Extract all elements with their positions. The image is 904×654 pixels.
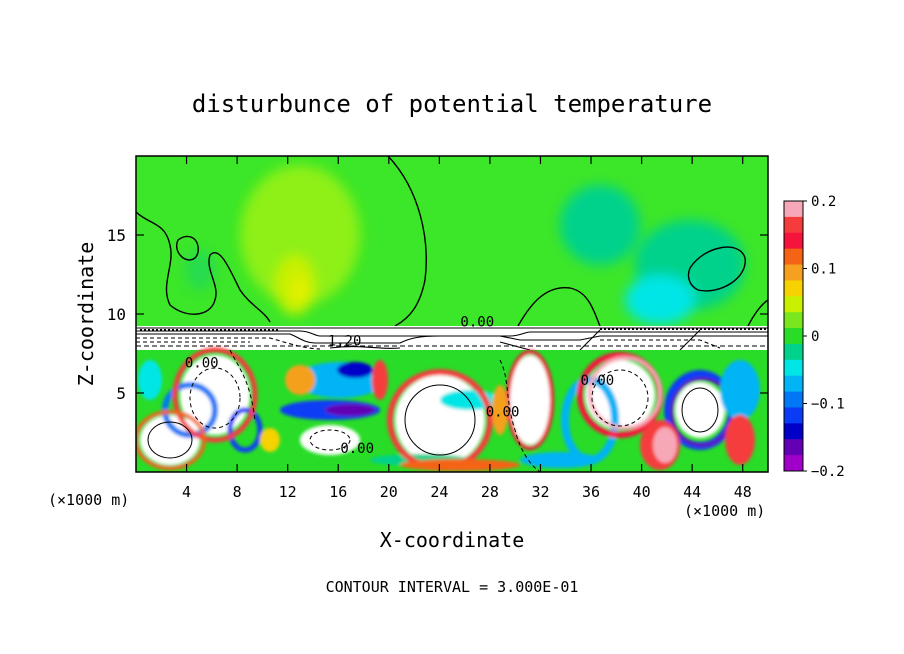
contour-label: 0.00 — [486, 405, 520, 421]
y-tick-label: 10 — [107, 305, 126, 324]
y-axis-label: Z-coordinate — [74, 242, 98, 387]
x-tick-label: 40 — [633, 483, 651, 501]
lower-contours — [147, 349, 719, 472]
upper-contours — [136, 156, 768, 327]
chart-title: disturbunce of potential temperature — [192, 90, 712, 118]
colorbar-swatch — [784, 407, 803, 424]
colorbar-ticks: 0.2 0.1 0 −0.1 −0.2 — [803, 194, 845, 480]
upper-layer-blobs — [185, 165, 745, 325]
colorbar-swatch — [784, 375, 803, 393]
colorbar — [784, 201, 803, 472]
x-tick-label: 4 — [182, 483, 191, 501]
contour-label: 0.00 — [340, 441, 374, 457]
colorbar-swatch — [784, 296, 803, 313]
x-tick-label: 44 — [683, 483, 701, 501]
contour-interval-note: CONTOUR INTERVAL = 3.000E-01 — [326, 578, 579, 596]
contour-label: 0.00 — [460, 315, 494, 331]
colorbar-tick-label: 0.1 — [811, 262, 836, 278]
x-tick-label: 36 — [582, 483, 600, 501]
colorbar-tick-label: 0.2 — [811, 194, 836, 210]
colorbar-swatch — [784, 248, 803, 266]
x-tick-label: 16 — [329, 483, 347, 501]
contour-label: 1.20 — [328, 334, 362, 350]
colorbar-swatch — [784, 264, 803, 281]
colorbar-tick-label: −0.2 — [811, 464, 845, 480]
colorbar-swatch — [784, 201, 803, 218]
colorbar-swatch — [784, 280, 803, 297]
colorbar-swatch — [784, 359, 803, 377]
lower-layer-eddies — [136, 347, 760, 471]
x-axis-label: X-coordinate — [380, 528, 525, 552]
y-tick-label: 15 — [107, 226, 126, 245]
x-unit-left: (×1000 m) — [48, 491, 129, 509]
plot-area: 0.00 1.20 0.00 0.00 0.00 0.00 — [136, 156, 768, 472]
x-tick-label: 12 — [279, 483, 297, 501]
colorbar-swatch — [784, 232, 803, 250]
interface-contours — [136, 327, 768, 351]
x-unit-right: (×1000 m) — [684, 502, 765, 520]
contour-label: 0.00 — [581, 373, 615, 389]
colorbar-swatch — [784, 455, 803, 472]
y-axis: 5 10 15 — [107, 226, 768, 403]
x-tick-label: 24 — [430, 483, 448, 501]
x-tick-label: 8 — [233, 483, 242, 501]
colorbar-swatch — [784, 439, 803, 456]
x-tick-label: 32 — [531, 483, 549, 501]
colorbar-swatch — [784, 391, 803, 408]
x-tick-label: 20 — [380, 483, 398, 501]
colorbar-swatch — [784, 312, 803, 329]
x-tick-label: 28 — [481, 483, 499, 501]
colorbar-swatch — [784, 343, 803, 361]
contour-label: 0.00 — [185, 356, 219, 372]
colorbar-swatch — [784, 423, 803, 440]
y-tick-label: 5 — [116, 384, 126, 403]
x-tick-label: 48 — [734, 483, 752, 501]
colorbar-tick-label: 0 — [811, 329, 819, 345]
colorbar-swatch — [784, 216, 803, 234]
colorbar-swatch — [784, 328, 803, 345]
colorbar-tick-label: −0.1 — [811, 397, 845, 413]
contour-labels: 0.00 1.20 0.00 0.00 0.00 0.00 — [185, 315, 614, 457]
x-axis: 4 8 12 16 20 24 28 32 36 40 44 48 — [182, 156, 752, 501]
